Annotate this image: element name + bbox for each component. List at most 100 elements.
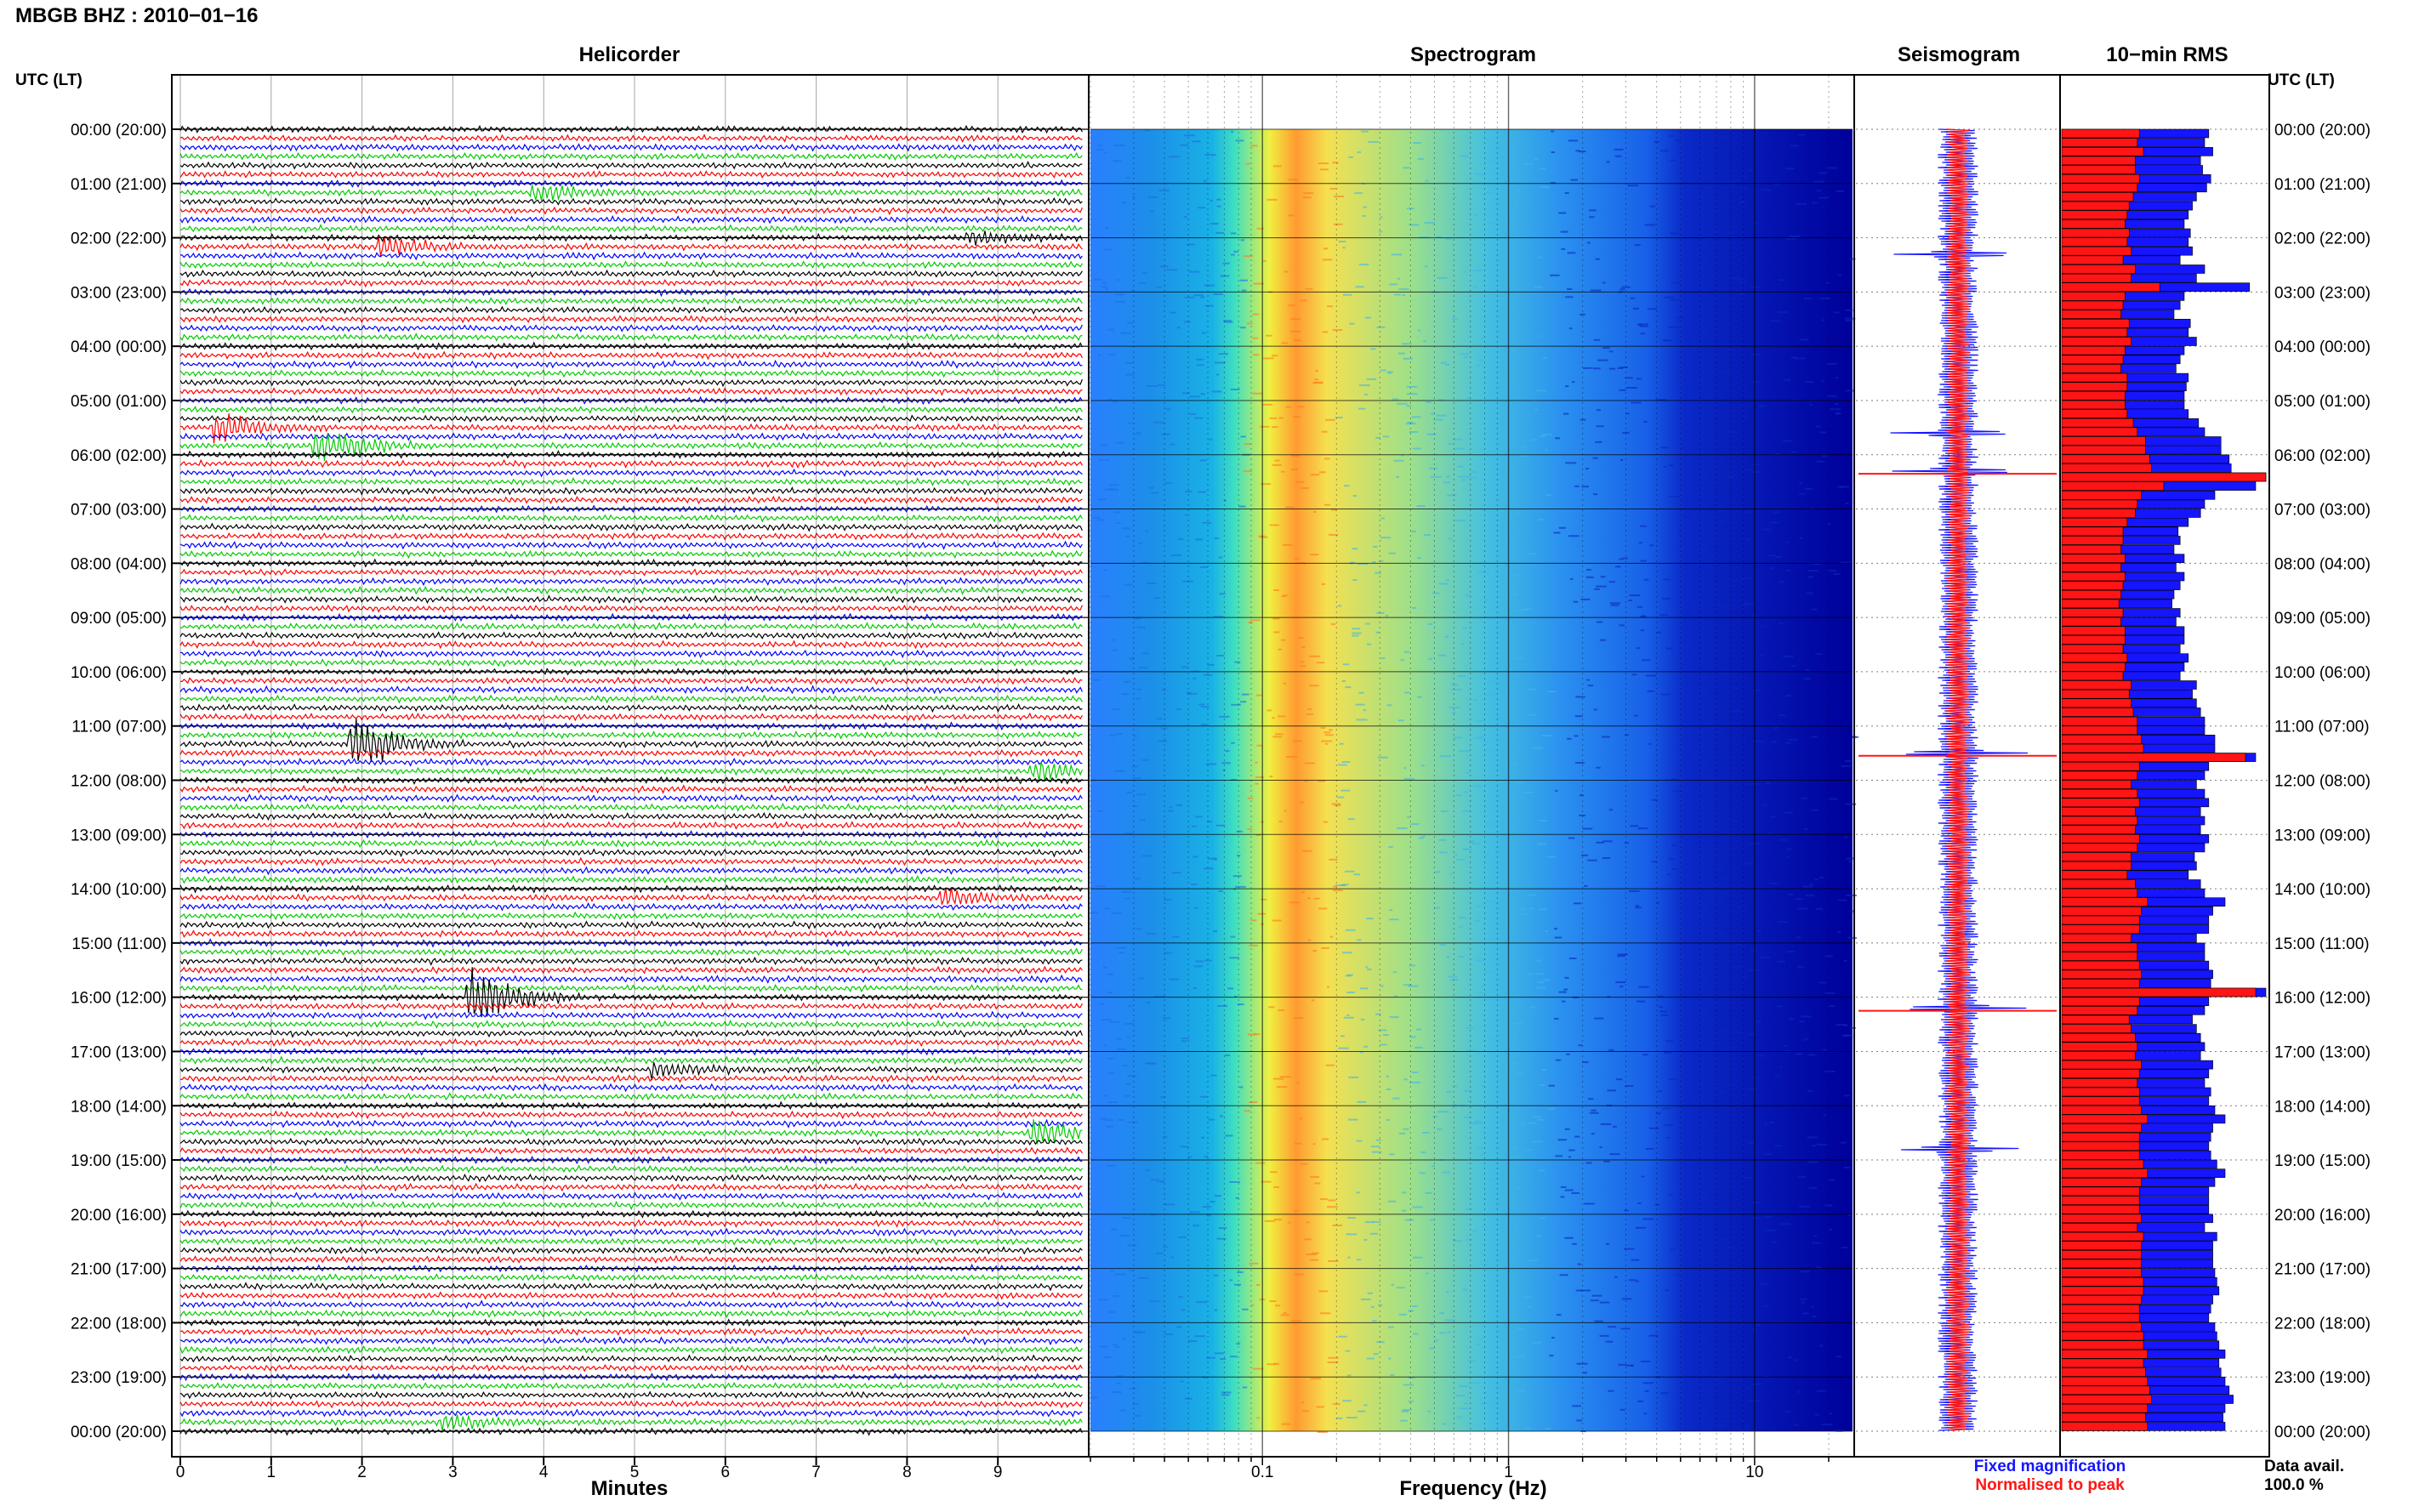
spectrogram-speckle bbox=[1808, 1187, 1818, 1189]
spectrogram-speckle bbox=[1816, 460, 1824, 463]
helicorder-trace bbox=[179, 433, 1083, 462]
spectrogram-speckle bbox=[1770, 567, 1774, 570]
spectrogram-speckle bbox=[1647, 308, 1658, 310]
spectrogram-speckle bbox=[1409, 964, 1416, 967]
spectrogram-speckle bbox=[1356, 719, 1368, 721]
spectrogram-speckle bbox=[1637, 323, 1648, 326]
spectrogram-speckle bbox=[1705, 555, 1716, 557]
spectrogram-speckle bbox=[1332, 329, 1343, 331]
spectrogram-speckle bbox=[1170, 443, 1175, 446]
spectrogram-speckle bbox=[1273, 631, 1280, 634]
spectrogram-speckle bbox=[1669, 1194, 1673, 1197]
rms-normalised-bar bbox=[2061, 1204, 2140, 1214]
left-hour-label: 05:00 (01:00) bbox=[71, 393, 167, 411]
spectrogram-speckle bbox=[1109, 484, 1119, 486]
spectrogram-speckle bbox=[1137, 1276, 1149, 1279]
spectrogram-speckle bbox=[1711, 401, 1716, 404]
spectrogram-speckle bbox=[1600, 576, 1606, 578]
spectrogram-speckle bbox=[1204, 867, 1214, 870]
spectrogram-speckle bbox=[1684, 197, 1694, 200]
spectrogram-speckle bbox=[1689, 307, 1697, 310]
spectrogram-speckle bbox=[1231, 703, 1241, 706]
helicorder-trace bbox=[179, 811, 1083, 821]
spectrogram-speckle bbox=[1723, 1137, 1729, 1140]
spectrogram-speckle bbox=[1430, 475, 1442, 478]
spectrogram-speckle bbox=[1370, 348, 1376, 350]
spectrogram-speckle bbox=[1437, 1128, 1443, 1130]
spectrogram-speckle bbox=[1645, 674, 1657, 677]
figure-title: MBGB BHZ : 2010−01−16 bbox=[15, 4, 258, 27]
spectrogram-speckle bbox=[1431, 1165, 1436, 1168]
rms-normalised-bar bbox=[2061, 907, 2142, 916]
rms-normalised-bar bbox=[2061, 626, 2126, 636]
spectrogram-speckle bbox=[1535, 389, 1547, 392]
spectrogram-speckle bbox=[1668, 464, 1674, 467]
spectrogram-speckle bbox=[1273, 1362, 1280, 1365]
spectrogram-speckle bbox=[1214, 1195, 1221, 1197]
spectrogram-speckle bbox=[1408, 1401, 1414, 1403]
spectrogram-speckle bbox=[1389, 1016, 1399, 1019]
spectrogram-speckle bbox=[1363, 206, 1367, 208]
spectrogram-speckle bbox=[1403, 984, 1412, 986]
spectrogram-speckle bbox=[1475, 959, 1487, 962]
spectrogram-speckle bbox=[1719, 673, 1729, 675]
spectrogram-speckle bbox=[1113, 160, 1122, 162]
spectrogram-speckle bbox=[1290, 330, 1301, 333]
spectrogram-speckle bbox=[1363, 1404, 1368, 1407]
spectrogram-speckle bbox=[1407, 816, 1410, 818]
spectrogram-speckle bbox=[1720, 1238, 1728, 1241]
spectrogram-speckle bbox=[1486, 693, 1495, 696]
spectrogram-speckle bbox=[1439, 583, 1449, 585]
spectrogram-speckle bbox=[1563, 412, 1569, 415]
rms-normalised-bar bbox=[2061, 635, 2126, 645]
helicorder-trace bbox=[179, 920, 1083, 930]
spectrogram-speckle bbox=[1706, 405, 1717, 407]
spectrogram-speckle bbox=[1750, 286, 1762, 288]
spectrogram-speckle bbox=[1318, 471, 1326, 474]
spectrogram-speckle bbox=[1433, 907, 1441, 909]
spectrogram-speckle bbox=[1759, 654, 1764, 657]
spectrogram-speckle bbox=[1486, 185, 1491, 187]
spectrogram-speckle bbox=[1669, 1078, 1677, 1081]
spectrogram-speckle bbox=[1216, 1237, 1227, 1240]
spectrogram-speckle bbox=[1342, 1400, 1352, 1402]
spectrogram-speckle bbox=[1455, 1395, 1466, 1397]
spectrogram-speckle bbox=[1481, 1264, 1488, 1265]
spectrogram-speckle bbox=[1318, 907, 1328, 910]
spectrogram-speckle bbox=[1609, 1153, 1620, 1156]
spectrogram-speckle bbox=[1681, 380, 1685, 383]
spectrogram-speckle bbox=[1627, 185, 1639, 187]
spectrogram-speckle bbox=[1330, 622, 1336, 625]
spectrogram-speckle bbox=[1341, 761, 1351, 763]
spectrogram-speckle bbox=[1128, 1005, 1132, 1008]
spectrogram-speckle bbox=[1448, 537, 1453, 540]
spectrogram-speckle bbox=[1418, 329, 1421, 332]
spectrogram-speckle bbox=[1488, 1038, 1494, 1041]
spectrogram-speckle bbox=[1356, 1259, 1362, 1261]
rms-normalised-bar bbox=[2061, 942, 2138, 952]
spectrogram-speckle bbox=[1107, 992, 1113, 993]
spectrogram-speckle bbox=[1693, 1392, 1704, 1395]
spectrogram-speckle bbox=[1136, 697, 1141, 700]
spectrogram-x-tick-label: 1 bbox=[1504, 1464, 1513, 1481]
spectrogram-speckle bbox=[1156, 286, 1162, 288]
spectrogram-speckle bbox=[1723, 1247, 1733, 1249]
helicorder-trace bbox=[179, 1146, 1083, 1156]
spectrogram-speckle bbox=[1183, 321, 1191, 323]
spectrogram-speckle bbox=[1697, 1224, 1705, 1225]
spectrogram-speckle bbox=[1558, 991, 1567, 993]
spectrogram-speckle bbox=[1743, 1424, 1750, 1427]
spectrogram-speckle bbox=[1683, 1195, 1687, 1197]
spectrogram-speckle bbox=[1761, 189, 1772, 191]
rms-normalised-bar bbox=[2061, 870, 2128, 880]
spectrogram-speckle bbox=[1740, 187, 1749, 190]
spectrogram-speckle bbox=[1207, 857, 1217, 860]
spectrogram-speckle bbox=[1636, 605, 1643, 608]
spectrogram-speckle bbox=[1725, 349, 1733, 351]
spectrogram-speckle bbox=[1779, 714, 1786, 717]
spectrogram-speckle bbox=[1198, 491, 1207, 493]
spectrogram-speckle bbox=[1469, 840, 1475, 843]
spectrogram-speckle bbox=[1472, 785, 1481, 787]
spectrogram-speckle bbox=[1797, 1390, 1801, 1393]
spectrogram-speckle bbox=[1440, 361, 1447, 364]
